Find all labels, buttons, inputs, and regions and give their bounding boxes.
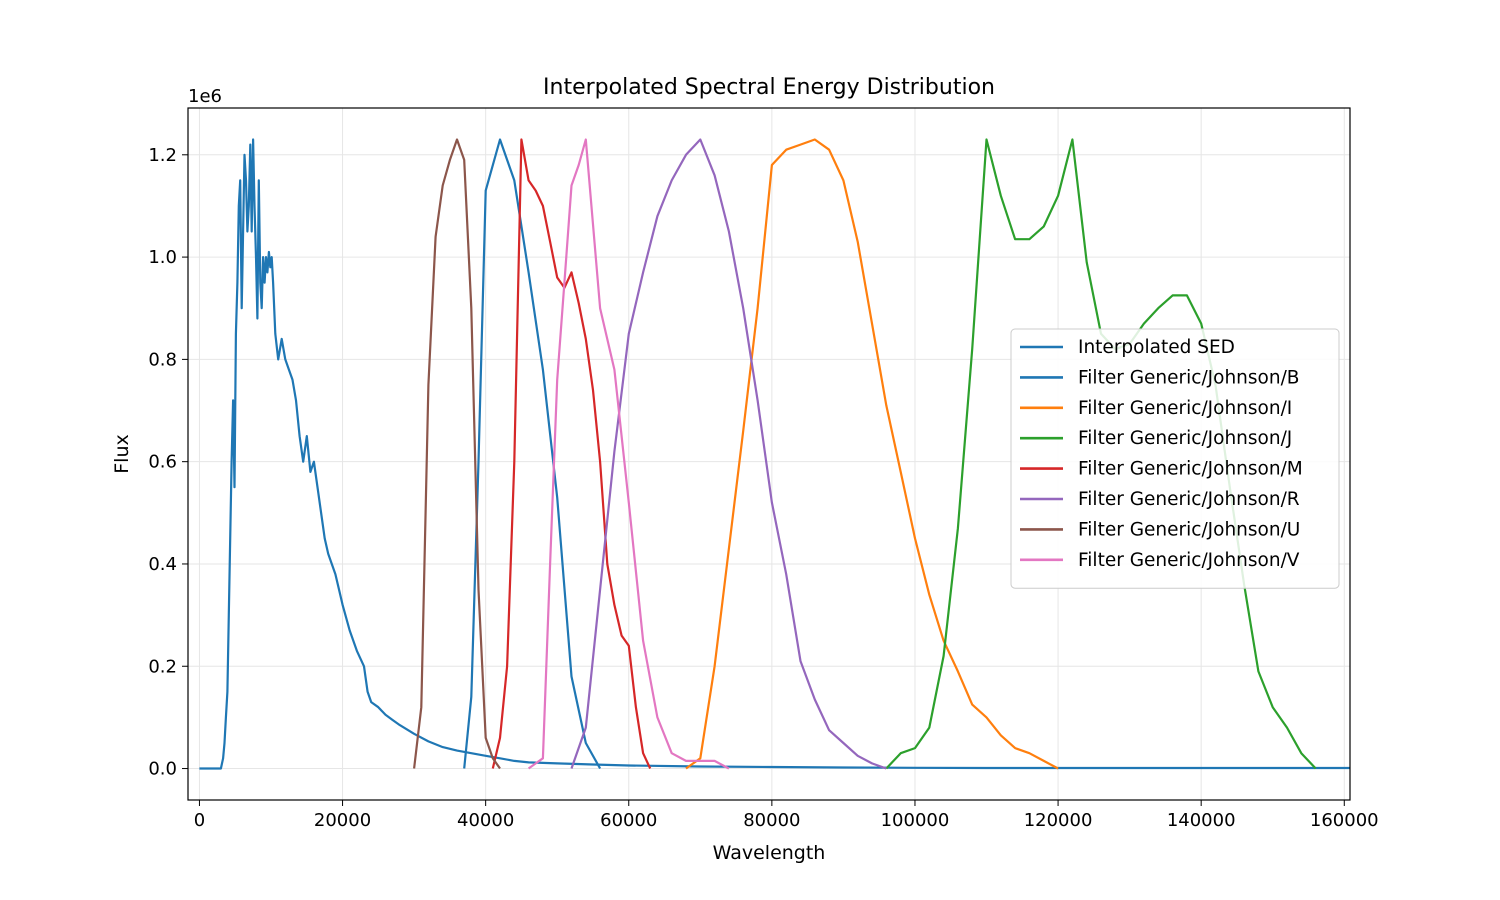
series-line-filter-generic-johnson-u <box>413 138 501 770</box>
plot-frame <box>187 107 1351 801</box>
x-tick-label: 20000 <box>314 810 371 831</box>
y-tick-label: 0.6 <box>148 452 177 473</box>
x-tick-label: 80000 <box>743 810 800 831</box>
chart-title: Interpolated Spectral Energy Distributio… <box>543 75 995 100</box>
x-tick-label: 0 <box>194 810 205 831</box>
series-line-filter-generic-johnson-r <box>570 138 887 770</box>
y-axis-label: Flux <box>111 434 133 474</box>
legend-label: Filter Generic/Johnson/R <box>1078 489 1300 510</box>
series-line-filter-generic-johnson-i <box>685 138 1059 770</box>
legend-label: Filter Generic/Johnson/M <box>1078 459 1303 480</box>
y-tick-label: 0.0 <box>148 759 177 780</box>
y-tick-label: 0.4 <box>148 554 177 575</box>
x-tick-label: 100000 <box>881 810 950 831</box>
legend-label: Filter Generic/Johnson/I <box>1078 398 1292 419</box>
legend-box <box>1010 328 1340 589</box>
legend: Interpolated SED Filter Generic/Johnson/B… <box>1010 328 1340 589</box>
x-axis: 0 20000 40000 60000 80000 100000 120000 140000 1… <box>194 800 1379 831</box>
y-axis: 0.0 0.2 0.4 0.6 0.8 1.0 1.2 <box>148 145 188 780</box>
x-tick-label: 40000 <box>457 810 514 831</box>
legend-label: Filter Generic/Johnson/J <box>1078 428 1292 449</box>
y-tick-label: 1.2 <box>148 145 177 166</box>
series-line-filter-generic-johnson-m <box>491 138 652 769</box>
x-tick-label: 160000 <box>1310 810 1379 831</box>
legend-label: Filter Generic/Johnson/B <box>1078 367 1300 388</box>
y-offset-label: 1e6 <box>188 86 222 107</box>
legend-label: Filter Generic/Johnson/V <box>1078 550 1300 571</box>
legend-label: Interpolated SED <box>1078 337 1235 358</box>
x-tick-label: 140000 <box>1167 810 1236 831</box>
series-line-interpolated-sed <box>199 138 1350 770</box>
legend-label: Filter Generic/Johnson/U <box>1078 519 1300 540</box>
x-axis-label: Wavelength <box>713 842 826 864</box>
series-line-filter-generic-johnson-v <box>527 138 730 770</box>
x-tick-label: 120000 <box>1024 810 1093 831</box>
y-tick-label: 0.8 <box>148 349 177 370</box>
y-tick-label: 0.2 <box>148 656 177 677</box>
x-tick-label: 60000 <box>600 810 657 831</box>
y-tick-label: 1.0 <box>148 247 177 268</box>
